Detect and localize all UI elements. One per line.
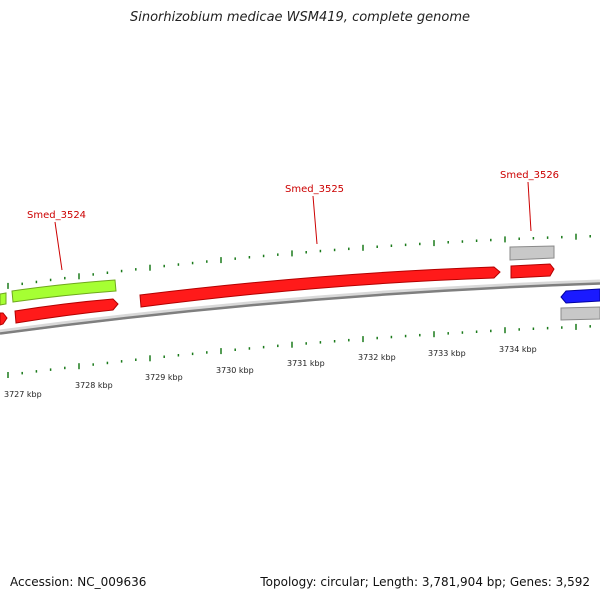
gene-red-smed-3525[interactable]	[139, 266, 501, 308]
kbp-label-3728: 3728 kbp	[75, 381, 113, 390]
gene-label-smed-3525: Smed_3525	[285, 184, 344, 195]
inner-tick-row	[7, 323, 591, 378]
gene-red-smed-3524[interactable]	[14, 298, 119, 324]
genome-summary: Topology: circular; Length: 3,781,904 bp…	[260, 575, 590, 589]
leader-line-smed-3524	[54, 221, 63, 271]
gene-green-left-edge[interactable]	[0, 292, 7, 306]
genome-backbone-shade	[0, 282, 600, 335]
outer-tick-row	[7, 233, 591, 289]
kbp-label-3732: 3732 kbp	[358, 353, 396, 362]
gene-green-forward[interactable]	[11, 279, 117, 303]
map-title: Sinorhizobium medicae WSM419, complete g…	[129, 10, 471, 25]
gene-red-smed-3526[interactable]	[510, 263, 555, 279]
kbp-label-3734: 3734 kbp	[499, 345, 537, 354]
genome-backbone	[0, 279, 600, 335]
leader-line-smed-3526	[527, 181, 532, 232]
kbp-label-3731: 3731 kbp	[287, 359, 325, 368]
kbp-label-3730: 3730 kbp	[216, 366, 254, 375]
kbp-label-3733: 3733 kbp	[428, 349, 466, 358]
kbp-label-3727: 3727 kbp	[4, 390, 42, 399]
gene-label-smed-3526: Smed_3526	[500, 170, 559, 181]
leader-line-smed-3525	[312, 195, 318, 245]
gene-label-smed-3524: Smed_3524	[27, 210, 86, 221]
gene-red-left-edge[interactable]	[0, 312, 8, 326]
accession-label: Accession: NC_009636	[10, 575, 147, 589]
gene-gray-right[interactable]	[560, 306, 600, 321]
gene-gray-smed-3526[interactable]	[509, 245, 555, 261]
gene-blue-reverse[interactable]	[560, 288, 600, 304]
kbp-label-3729: 3729 kbp	[145, 373, 183, 382]
